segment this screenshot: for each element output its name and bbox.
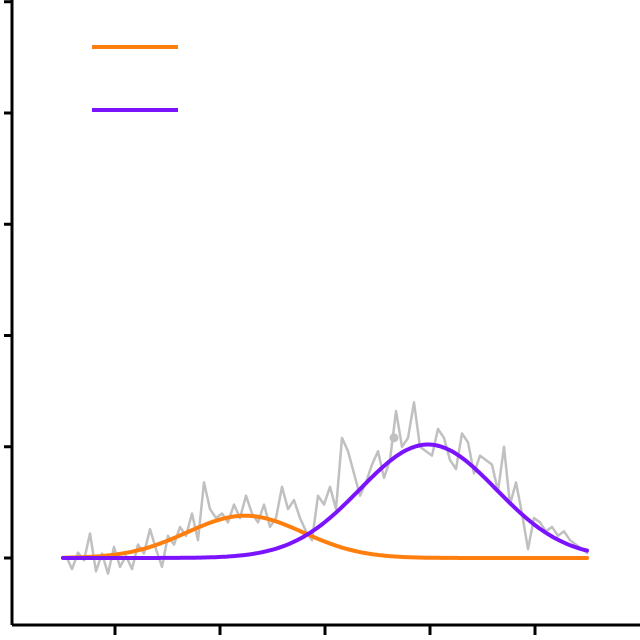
series-layer	[61, 401, 589, 575]
legend	[92, 45, 178, 112]
axes	[4, 0, 640, 635]
raw-highlight-point	[389, 433, 399, 443]
series-peak-2-line	[61, 442, 589, 560]
series-raw-line	[65, 401, 589, 575]
series-peak-1-line	[61, 513, 589, 560]
